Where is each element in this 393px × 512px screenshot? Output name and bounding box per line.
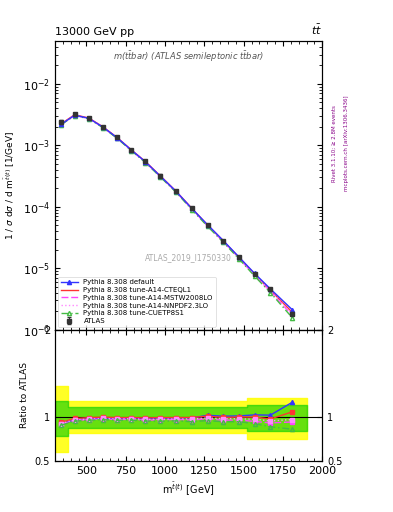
Pythia 8.308 tune-A14-NNPDF2.3LO: [101, 124, 105, 131]
Pythia 8.308 default: [143, 159, 148, 165]
Pythia 8.308 tune-A14-CTEQL1: [252, 271, 257, 277]
Text: m(t$\bar{t}$bar) (ATLAS semileptonic t$\bar{t}$bar): m(t$\bar{t}$bar) (ATLAS semileptonic t$\…: [113, 50, 264, 65]
Pythia 8.308 tune-CUETP8S1: [290, 315, 295, 321]
Pythia 8.308 tune-A14-CTEQL1: [189, 205, 194, 211]
X-axis label: m$^{\bar{t}(t)}$ [GeV]: m$^{\bar{t}(t)}$ [GeV]: [162, 481, 215, 498]
Pythia 8.308 default: [72, 112, 77, 118]
Pythia 8.308 tune-A14-CTEQL1: [86, 115, 91, 121]
Pythia 8.308 tune-A14-NNPDF2.3LO: [237, 255, 241, 261]
Line: Pythia 8.308 tune-A14-MSTW2008LO: Pythia 8.308 tune-A14-MSTW2008LO: [61, 115, 292, 315]
Line: Pythia 8.308 default: Pythia 8.308 default: [59, 113, 294, 312]
Pythia 8.308 tune-A14-CTEQL1: [158, 173, 163, 179]
Pythia 8.308 tune-A14-CTEQL1: [115, 135, 119, 141]
Pythia 8.308 tune-CUETP8S1: [86, 116, 91, 122]
Pythia 8.308 tune-A14-NNPDF2.3LO: [72, 112, 77, 118]
Pythia 8.308 tune-A14-NNPDF2.3LO: [221, 238, 226, 244]
Pythia 8.308 tune-CUETP8S1: [59, 121, 64, 127]
Pythia 8.308 default: [86, 115, 91, 121]
Pythia 8.308 tune-A14-NNPDF2.3LO: [205, 222, 210, 228]
Pythia 8.308 tune-CUETP8S1: [115, 135, 119, 141]
Pythia 8.308 default: [129, 147, 134, 153]
Pythia 8.308 tune-CUETP8S1: [189, 206, 194, 212]
Pythia 8.308 default: [189, 205, 194, 211]
Pythia 8.308 tune-A14-NNPDF2.3LO: [252, 272, 257, 278]
Text: Rivet 3.1.10; ≥ 2.8M events: Rivet 3.1.10; ≥ 2.8M events: [332, 105, 337, 182]
Pythia 8.308 tune-A14-NNPDF2.3LO: [143, 159, 148, 165]
Pythia 8.308 tune-A14-MSTW2008LO: [268, 288, 273, 294]
Pythia 8.308 tune-A14-MSTW2008LO: [189, 206, 194, 212]
Pythia 8.308 default: [268, 286, 273, 292]
Text: $t\bar{t}$: $t\bar{t}$: [311, 23, 322, 37]
Pythia 8.308 tune-A14-MSTW2008LO: [174, 189, 178, 195]
Pythia 8.308 tune-A14-CTEQL1: [205, 222, 210, 228]
Y-axis label: Ratio to ATLAS: Ratio to ATLAS: [20, 362, 29, 428]
Pythia 8.308 tune-A14-MSTW2008LO: [115, 135, 119, 141]
Pythia 8.308 tune-CUETP8S1: [268, 290, 273, 296]
Pythia 8.308 tune-A14-NNPDF2.3LO: [268, 288, 273, 294]
Line: Pythia 8.308 tune-A14-CTEQL1: Pythia 8.308 tune-A14-CTEQL1: [61, 115, 292, 312]
Pythia 8.308 default: [205, 222, 210, 228]
Pythia 8.308 tune-A14-MSTW2008LO: [237, 255, 241, 261]
Pythia 8.308 tune-A14-MSTW2008LO: [252, 272, 257, 279]
Pythia 8.308 tune-A14-NNPDF2.3LO: [115, 135, 119, 141]
Pythia 8.308 tune-A14-NNPDF2.3LO: [86, 116, 91, 122]
Pythia 8.308 tune-A14-MSTW2008LO: [72, 112, 77, 118]
Pythia 8.308 tune-A14-MSTW2008LO: [101, 124, 105, 131]
Pythia 8.308 tune-A14-CTEQL1: [72, 112, 77, 118]
Pythia 8.308 tune-CUETP8S1: [174, 189, 178, 196]
Pythia 8.308 tune-A14-CTEQL1: [237, 254, 241, 261]
Pythia 8.308 tune-A14-NNPDF2.3LO: [129, 147, 134, 153]
Pythia 8.308 tune-CUETP8S1: [237, 256, 241, 262]
Pythia 8.308 tune-A14-MSTW2008LO: [86, 116, 91, 122]
Y-axis label: 1 / $\sigma$ d$\sigma$ / d m$^{\bar{t}(t)}$ [1/GeV]: 1 / $\sigma$ d$\sigma$ / d m$^{\bar{t}(t…: [3, 131, 17, 240]
Pythia 8.308 tune-A14-MSTW2008LO: [143, 159, 148, 165]
Pythia 8.308 tune-A14-CTEQL1: [59, 121, 64, 127]
Pythia 8.308 tune-A14-CTEQL1: [143, 158, 148, 164]
Pythia 8.308 tune-A14-CTEQL1: [174, 188, 178, 194]
Pythia 8.308 tune-CUETP8S1: [72, 113, 77, 119]
Pythia 8.308 tune-CUETP8S1: [252, 273, 257, 279]
Pythia 8.308 default: [290, 307, 295, 313]
Pythia 8.308 tune-A14-NNPDF2.3LO: [174, 188, 178, 195]
Pythia 8.308 tune-CUETP8S1: [158, 174, 163, 180]
Pythia 8.308 tune-A14-CTEQL1: [290, 309, 295, 315]
Pythia 8.308 tune-A14-MSTW2008LO: [221, 239, 226, 245]
Legend: Pythia 8.308 default, Pythia 8.308 tune-A14-CTEQL1, Pythia 8.308 tune-A14-MSTW20: Pythia 8.308 default, Pythia 8.308 tune-…: [58, 276, 216, 327]
Pythia 8.308 tune-A14-MSTW2008LO: [290, 312, 295, 318]
Pythia 8.308 tune-CUETP8S1: [205, 223, 210, 229]
Pythia 8.308 default: [158, 173, 163, 179]
Pythia 8.308 tune-A14-MSTW2008LO: [129, 147, 134, 154]
Text: 13000 GeV pp: 13000 GeV pp: [55, 28, 134, 37]
Pythia 8.308 tune-A14-NNPDF2.3LO: [189, 206, 194, 212]
Pythia 8.308 tune-CUETP8S1: [221, 239, 226, 245]
Pythia 8.308 tune-A14-MSTW2008LO: [59, 121, 64, 127]
Pythia 8.308 tune-A14-NNPDF2.3LO: [290, 312, 295, 318]
Pythia 8.308 default: [252, 270, 257, 276]
Pythia 8.308 tune-A14-NNPDF2.3LO: [59, 121, 64, 127]
Pythia 8.308 tune-A14-CTEQL1: [268, 287, 273, 293]
Pythia 8.308 tune-A14-CTEQL1: [221, 238, 226, 244]
Pythia 8.308 default: [101, 124, 105, 130]
Pythia 8.308 tune-A14-MSTW2008LO: [158, 174, 163, 180]
Text: mcplots.cern.ch [arXiv:1306.3436]: mcplots.cern.ch [arXiv:1306.3436]: [344, 96, 349, 191]
Pythia 8.308 tune-A14-CTEQL1: [129, 147, 134, 153]
Pythia 8.308 tune-CUETP8S1: [129, 147, 134, 154]
Pythia 8.308 tune-A14-NNPDF2.3LO: [158, 174, 163, 180]
Pythia 8.308 default: [237, 254, 241, 260]
Pythia 8.308 tune-CUETP8S1: [101, 124, 105, 131]
Pythia 8.308 tune-A14-MSTW2008LO: [205, 223, 210, 229]
Line: Pythia 8.308 tune-CUETP8S1: Pythia 8.308 tune-CUETP8S1: [59, 114, 294, 320]
Pythia 8.308 default: [174, 188, 178, 195]
Text: ATLAS_2019_I1750330: ATLAS_2019_I1750330: [145, 253, 232, 262]
Line: Pythia 8.308 tune-A14-NNPDF2.3LO: Pythia 8.308 tune-A14-NNPDF2.3LO: [61, 115, 292, 315]
Pythia 8.308 tune-CUETP8S1: [143, 159, 148, 165]
Pythia 8.308 default: [59, 121, 64, 127]
Pythia 8.308 tune-A14-CTEQL1: [101, 124, 105, 130]
Pythia 8.308 default: [115, 135, 119, 141]
Pythia 8.308 default: [221, 238, 226, 244]
